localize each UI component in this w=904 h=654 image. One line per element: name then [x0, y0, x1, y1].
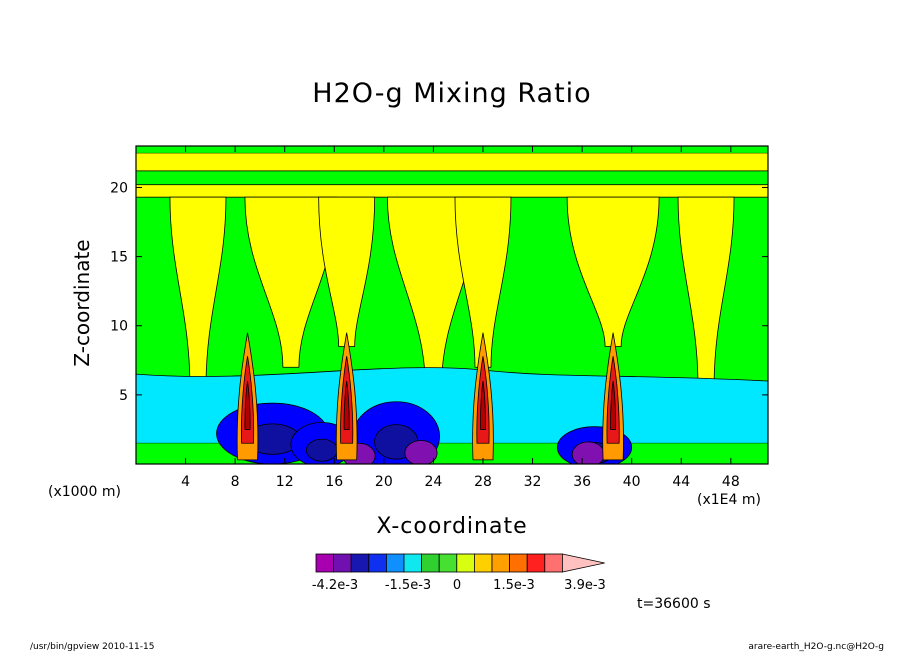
anvil-column — [454, 196, 512, 368]
x-tick-label: 48 — [722, 474, 740, 490]
colorbar-label: -1.5e-3 — [384, 578, 432, 593]
colorbar-swatch — [473, 553, 493, 573]
x-axis: 4 8 12 16 20 24 28 32 36 40 44 48 — [181, 146, 740, 490]
anvil-column — [566, 196, 660, 347]
colorbar-swatch — [350, 553, 370, 573]
x-tick-label: 36 — [573, 474, 591, 490]
x-unit-left: (x1000 m) — [48, 484, 121, 500]
x-tick-label: 32 — [524, 474, 542, 490]
colorbar-swatch — [403, 553, 423, 573]
colorbar-swatch — [368, 553, 387, 573]
colorbar — [315, 553, 605, 573]
colorbar-swatch — [509, 553, 528, 573]
colorbar-label: 1.5e-3 — [493, 578, 535, 593]
plume-center — [610, 380, 617, 430]
x-tick-label: 44 — [672, 474, 690, 490]
x-tick-label: 40 — [623, 474, 641, 490]
x-tick-label: 24 — [424, 474, 442, 490]
anvil-column — [318, 196, 376, 347]
colorbar-swatch — [544, 553, 563, 573]
upper-dry-band — [136, 170, 768, 186]
x-tick-label: 20 — [375, 474, 393, 490]
colorbar-arrow — [562, 553, 605, 573]
y-axis: 5 10 15 20 — [110, 180, 768, 404]
colorbar-swatch — [438, 553, 458, 573]
plot-frame — [135, 145, 769, 465]
footer-left: /usr/bin/gpview 2010-11-15 — [30, 642, 155, 652]
plume-center — [244, 380, 251, 430]
colorbar-label: 0 — [452, 578, 462, 593]
x-tick-label: 12 — [276, 474, 294, 490]
colorbar-swatch — [421, 553, 440, 573]
y-axis-label: Z-coordinate — [70, 239, 94, 367]
x-unit-right: (x1E4 m) — [697, 492, 761, 508]
top-strip — [136, 146, 768, 153]
dry-extreme — [404, 440, 438, 464]
x-axis-label: X-coordinate — [376, 514, 528, 539]
x-tick-label: 28 — [474, 474, 492, 490]
colorbar-swatch — [315, 553, 335, 573]
colorbar-swatch — [526, 553, 546, 573]
y-tick-label: 10 — [110, 319, 128, 335]
plume-center — [480, 380, 486, 430]
colorbar-swatch — [491, 553, 511, 573]
colorbar-label: -4.2e-3 — [311, 578, 359, 593]
x-tick-label: 4 — [181, 474, 190, 490]
plume-center — [343, 380, 350, 430]
colorbar-swatch — [456, 553, 475, 573]
colorbar-swatch — [333, 553, 352, 573]
dry-core — [305, 438, 338, 462]
x-tick-label: 16 — [325, 474, 343, 490]
colorbar-label: 3.9e-3 — [564, 578, 606, 593]
y-tick-label: 15 — [110, 250, 128, 266]
y-tick-label: 5 — [119, 388, 128, 404]
y-tick-label: 20 — [110, 180, 128, 196]
colorbar-swatch — [385, 553, 405, 573]
dry-extreme — [571, 441, 605, 464]
contour-field — [136, 146, 768, 464]
x-tick-label: 8 — [231, 474, 240, 490]
footer-right: arare-earth_H2O-g.nc@H2O-g — [748, 642, 884, 652]
chart-title: H2O-g Mixing Ratio — [312, 78, 592, 109]
time-label: t=36600 s — [637, 596, 711, 612]
